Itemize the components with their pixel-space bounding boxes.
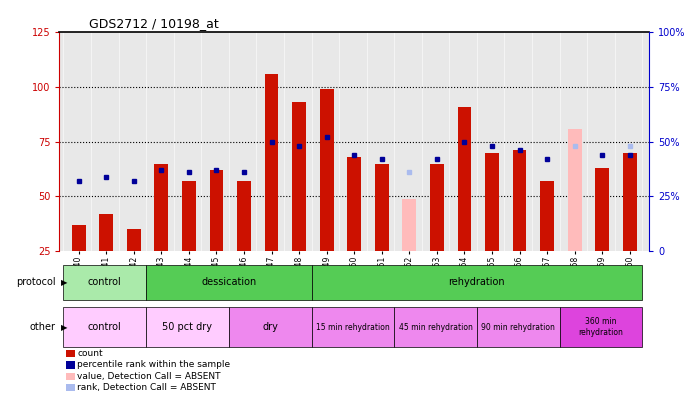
- Bar: [154, 164, 168, 251]
- Bar: [595, 168, 609, 251]
- Bar: [311, 307, 394, 347]
- Text: 50 pct dry: 50 pct dry: [163, 322, 212, 332]
- Bar: [485, 153, 499, 251]
- Text: other: other: [30, 322, 56, 332]
- Text: control: control: [88, 322, 121, 332]
- Bar: [182, 181, 195, 251]
- Bar: [348, 157, 361, 251]
- Bar: [229, 307, 311, 347]
- Bar: [560, 307, 642, 347]
- Bar: [623, 153, 637, 251]
- Text: control: control: [88, 277, 121, 288]
- Bar: [568, 129, 581, 251]
- Text: dry: dry: [262, 322, 278, 332]
- Text: 360 min
rehydration: 360 min rehydration: [579, 318, 623, 337]
- Bar: [403, 198, 416, 251]
- Text: percentile rank within the sample: percentile rank within the sample: [77, 360, 230, 369]
- Bar: [146, 307, 229, 347]
- Bar: [320, 89, 334, 251]
- Bar: [375, 164, 389, 251]
- Bar: [458, 107, 471, 251]
- Text: rehydration: rehydration: [449, 277, 505, 288]
- Bar: [265, 74, 279, 251]
- Text: protocol: protocol: [16, 277, 56, 288]
- Text: 15 min rehydration: 15 min rehydration: [316, 322, 389, 332]
- Text: 45 min rehydration: 45 min rehydration: [399, 322, 473, 332]
- Text: GDS2712 / 10198_at: GDS2712 / 10198_at: [89, 17, 218, 30]
- Text: ▶: ▶: [61, 322, 67, 332]
- Text: 90 min rehydration: 90 min rehydration: [482, 322, 555, 332]
- Text: value, Detection Call = ABSENT: value, Detection Call = ABSENT: [77, 372, 221, 381]
- Bar: [540, 181, 554, 251]
- Bar: [292, 102, 306, 251]
- Bar: [311, 265, 642, 300]
- Bar: [64, 307, 146, 347]
- Text: ▶: ▶: [61, 278, 67, 287]
- Text: rank, Detection Call = ABSENT: rank, Detection Call = ABSENT: [77, 383, 216, 392]
- Bar: [72, 225, 86, 251]
- Bar: [477, 307, 560, 347]
- Bar: [99, 214, 113, 251]
- Text: count: count: [77, 349, 103, 358]
- Bar: [513, 151, 526, 251]
- Bar: [394, 307, 477, 347]
- Bar: [127, 229, 140, 251]
- Text: dessication: dessication: [201, 277, 256, 288]
- Bar: [237, 181, 251, 251]
- Bar: [64, 265, 146, 300]
- Bar: [209, 170, 223, 251]
- Bar: [430, 164, 444, 251]
- Bar: [146, 265, 311, 300]
